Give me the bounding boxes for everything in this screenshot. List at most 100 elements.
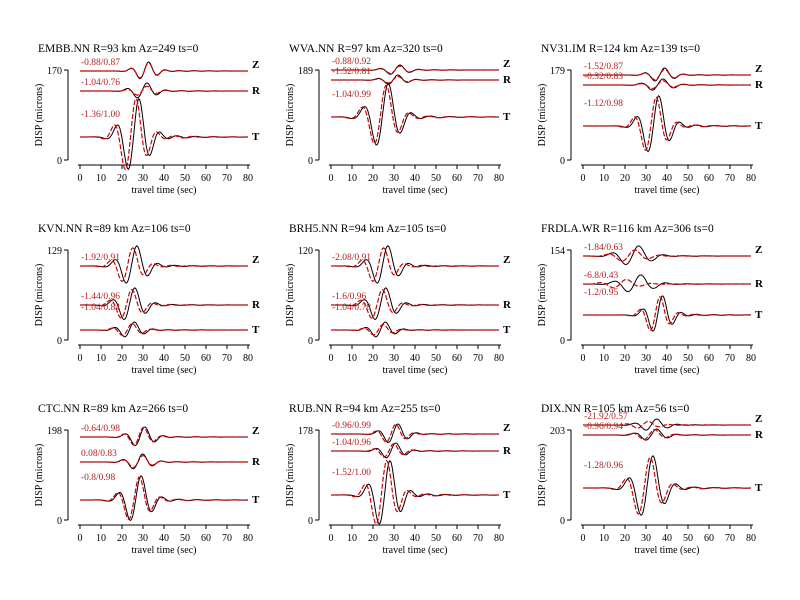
x-axis-label: travel time (sec) xyxy=(132,545,197,556)
panel-title: EMBB.NN R=93 km Az=249 ts=0 xyxy=(38,43,199,55)
synthetic-trace-R xyxy=(80,85,248,96)
x-tick-label: 60 xyxy=(452,173,462,184)
x-tick-label: 60 xyxy=(452,353,462,364)
panel-title: DIX.NN R=105 km Az=56 ts=0 xyxy=(541,403,689,415)
component-label: T xyxy=(503,489,511,501)
x-tick-label: 40 xyxy=(159,533,169,544)
x-tick-label: 80 xyxy=(746,173,756,184)
y-tick-label-top: 178 xyxy=(298,426,313,437)
x-tick-label: 10 xyxy=(96,173,106,184)
x-tick-label: 20 xyxy=(368,533,378,544)
y-axis-label: DISP (microns) xyxy=(285,264,296,327)
x-tick-label: 50 xyxy=(683,173,693,184)
component-label: R xyxy=(755,429,764,441)
trace-annotation: -1.04/0.76 xyxy=(81,78,120,88)
y-tick-label-top: 129 xyxy=(47,246,62,257)
trace-annotation: -1.52/1.00 xyxy=(332,468,371,478)
x-tick-label: 20 xyxy=(368,173,378,184)
x-tick-label: 30 xyxy=(389,533,399,544)
x-axis-label: travel time (sec) xyxy=(635,185,700,196)
x-tick-label: 60 xyxy=(704,533,714,544)
panel-title: RUB.NN R=94 km Az=255 ts=0 xyxy=(289,403,441,415)
trace-annotation: -0.88/0.87 xyxy=(81,58,120,68)
x-tick-label: 50 xyxy=(180,173,190,184)
synthetic-trace-T xyxy=(583,96,751,151)
trace-annotation: -1.44/0.96 xyxy=(81,292,120,302)
x-tick-label: 10 xyxy=(96,353,106,364)
panel-2: NV31.IM R=124 km Az=139 ts=0 179 0 DISP (mi… xyxy=(537,43,764,196)
synthetic-trace-Z xyxy=(331,423,499,443)
x-tick-label: 10 xyxy=(599,173,609,184)
component-label: T xyxy=(755,309,763,321)
x-tick-label: 70 xyxy=(222,533,232,544)
component-label: Z xyxy=(755,413,762,425)
x-tick-label: 40 xyxy=(159,353,169,364)
x-tick-label: 30 xyxy=(641,533,651,544)
panel-4: BRH5.NN R=94 km Az=105 ts=0 120 0 DISP (mic… xyxy=(285,223,512,376)
component-label: T xyxy=(755,482,763,494)
panel-title: WVA.NN R=97 km Az=320 ts=0 xyxy=(289,43,443,55)
trace-annotation: 0.08/0.83 xyxy=(81,449,117,459)
synthetic-trace-R xyxy=(331,288,499,319)
observed-trace-T xyxy=(583,295,752,332)
x-tick-label: 10 xyxy=(599,353,609,364)
x-tick-label: 80 xyxy=(243,173,253,184)
y-tick-label-bottom: 0 xyxy=(57,336,62,347)
y-axis-label: DISP (microns) xyxy=(537,84,548,147)
panel-0: EMBB.NN R=93 km Az=249 ts=0 170 0 DISP (mic… xyxy=(34,43,261,196)
x-tick-label: 0 xyxy=(581,173,586,184)
synthetic-trace-R xyxy=(331,75,499,84)
x-tick-label: 80 xyxy=(494,353,504,364)
synthetic-trace-R xyxy=(583,278,751,289)
synthetic-trace-T xyxy=(583,296,751,332)
x-tick-label: 80 xyxy=(746,353,756,364)
observed-trace-Z xyxy=(331,245,499,284)
trace-annotation: -1.04/0.99 xyxy=(332,90,371,100)
panel-title: BRH5.NN R=94 km Az=105 ts=0 xyxy=(289,223,446,235)
y-tick-label-bottom: 0 xyxy=(308,156,313,167)
trace-annotation: -1.6/0.96 xyxy=(332,292,367,302)
y-axis-label: DISP (microns) xyxy=(537,264,548,327)
component-label: T xyxy=(252,494,260,506)
panel-1: WVA.NN R=97 km Az=320 ts=0 189 0 DISP (micr… xyxy=(285,43,512,196)
panel-title: KVN.NN R=89 km Az=106 ts=0 xyxy=(38,223,191,235)
trace-annotation: -1.2/0.95 xyxy=(584,288,619,298)
x-tick-label: 60 xyxy=(201,173,211,184)
x-tick-label: 70 xyxy=(725,533,735,544)
synthetic-trace-T xyxy=(80,322,248,336)
trace-annotation: -1.12/0.98 xyxy=(584,99,623,109)
x-tick-label: 70 xyxy=(222,173,232,184)
synthetic-trace-T xyxy=(583,456,751,515)
x-tick-label: 60 xyxy=(704,173,714,184)
trace-annotation: -1.92/0.91 xyxy=(81,253,120,263)
y-axis-label: DISP (microns) xyxy=(34,84,45,147)
component-label: Z xyxy=(755,63,762,75)
y-tick-label-bottom: 0 xyxy=(57,156,62,167)
x-tick-label: 50 xyxy=(180,353,190,364)
component-label: Z xyxy=(252,425,259,437)
y-axis-label: DISP (microns) xyxy=(34,264,45,327)
y-tick-label-bottom: 0 xyxy=(560,156,565,167)
trace-annotation: -0.96/0.99 xyxy=(332,421,371,431)
component-label: R xyxy=(252,85,261,97)
x-tick-label: 0 xyxy=(581,533,586,544)
component-label: T xyxy=(252,324,260,336)
x-tick-label: 40 xyxy=(662,353,672,364)
trace-annotation: -1.36/1.00 xyxy=(81,110,120,120)
panel-title: FRDLA.WR R=116 km Az=306 ts=0 xyxy=(541,223,714,235)
x-tick-label: 60 xyxy=(201,353,211,364)
x-tick-label: 20 xyxy=(620,533,630,544)
x-tick-label: 10 xyxy=(347,533,357,544)
x-tick-label: 10 xyxy=(347,353,357,364)
panel-title: NV31.IM R=124 km Az=139 ts=0 xyxy=(541,43,700,55)
component-label: Z xyxy=(503,58,510,70)
x-axis-label: travel time (sec) xyxy=(132,185,197,196)
synthetic-trace-R xyxy=(80,288,248,319)
y-tick-label-bottom: 0 xyxy=(57,516,62,527)
synthetic-trace-Z xyxy=(80,426,248,446)
synthetic-trace-T xyxy=(80,98,249,171)
x-tick-label: 50 xyxy=(431,353,441,364)
trace-annotation: -1.04/0.84 xyxy=(81,303,120,313)
